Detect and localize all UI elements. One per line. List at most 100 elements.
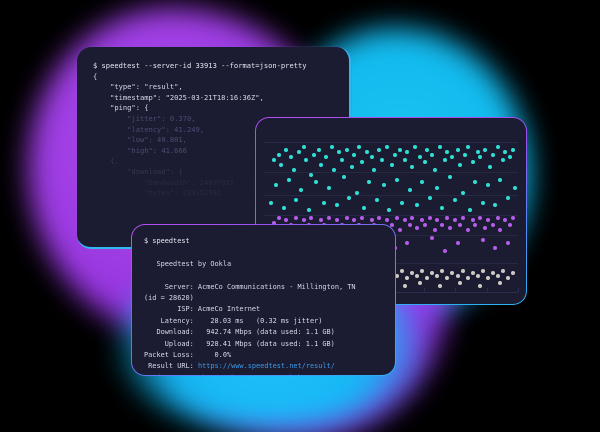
chart-dot-download-58 bbox=[508, 155, 513, 160]
chart-dot-download-97 bbox=[505, 195, 510, 200]
chart-dot-download-10 bbox=[311, 152, 316, 157]
chart-dot-ping-16 bbox=[475, 273, 480, 278]
chart-dot-upload-7 bbox=[301, 218, 306, 223]
chart-dot-ping-11 bbox=[450, 271, 455, 276]
chart-dot-ping-23 bbox=[510, 271, 515, 276]
chart-dot-upload-0 bbox=[271, 220, 276, 225]
chart-dot-ping-0 bbox=[395, 273, 400, 278]
chart-dot-upload-71 bbox=[442, 248, 447, 253]
chart-dot-download-75 bbox=[473, 180, 478, 185]
chart-dot-download-36 bbox=[417, 155, 422, 160]
chart-dot-upload-43 bbox=[453, 218, 457, 223]
chart-dot-upload-9 bbox=[309, 215, 314, 220]
chart-dot-upload-27 bbox=[384, 218, 389, 223]
chart-x-tick-7 bbox=[486, 288, 488, 293]
chart-dot-upload-49 bbox=[478, 215, 483, 220]
chart-dot-download-48 bbox=[465, 145, 470, 150]
json-line-8: "high": 41.666 bbox=[93, 145, 187, 155]
chart-dot-download-30 bbox=[392, 152, 397, 157]
chart-dot-download-13 bbox=[324, 155, 329, 160]
chart-dot-download-4 bbox=[289, 155, 294, 160]
chart-dot-ping-15 bbox=[470, 271, 475, 276]
chart-dot-download-28 bbox=[384, 145, 389, 150]
json-line-5: "jitter": 0.370, bbox=[93, 113, 196, 123]
chart-dot-download-57 bbox=[503, 150, 508, 155]
chart-dot-upload-17 bbox=[344, 215, 349, 220]
json-line-2: "type": "result", bbox=[93, 82, 183, 92]
chart-dot-upload-72 bbox=[493, 246, 498, 251]
chart-dot-download-15 bbox=[332, 167, 337, 172]
chart-dot-ping-6 bbox=[425, 276, 430, 281]
chart-dot-download-73 bbox=[447, 175, 452, 180]
chart-dot-ping-17 bbox=[480, 268, 485, 273]
chart-dot-download-85 bbox=[347, 195, 352, 200]
chart-dot-download-25 bbox=[372, 167, 377, 172]
chart-dot-download-5 bbox=[291, 167, 296, 172]
chart-dot-upload-51 bbox=[485, 218, 490, 223]
chart-dot-upload-5 bbox=[294, 215, 299, 220]
chart-dot-upload-15 bbox=[334, 218, 339, 223]
chart-dot-download-38 bbox=[425, 147, 430, 152]
chart-dot-ping-1 bbox=[400, 268, 405, 273]
result-line-4: Server: AcmeCo Communications - Millingt… bbox=[144, 282, 356, 291]
chart-dot-download-74 bbox=[460, 190, 465, 195]
chart-dot-download-77 bbox=[498, 177, 503, 182]
chart-dot-upload-42 bbox=[447, 225, 452, 230]
chart-dot-download-54 bbox=[490, 152, 495, 157]
result-line-0: $ speedtest bbox=[144, 237, 190, 245]
chart-dot-download-62 bbox=[299, 188, 304, 193]
chart-dot-download-31 bbox=[397, 147, 402, 152]
result-url-link-part2[interactable]: c/2d74ee56-a79b-4469-ba21-0cecc92c8bcb bbox=[144, 373, 383, 375]
chart-x-tick-8 bbox=[518, 288, 519, 293]
chart-dot-download-86 bbox=[362, 205, 367, 210]
result-line-2: Speedtest by Ookla bbox=[144, 259, 232, 268]
speedtest-result-card: $ speedtest Speedtest by Ookla Server: A… bbox=[131, 224, 396, 376]
chart-dot-download-50 bbox=[475, 150, 480, 155]
result-url-link-part1[interactable]: https://www.speedtest.net/result/ bbox=[197, 362, 335, 371]
chart-dot-download-43 bbox=[445, 150, 450, 155]
json-line-4: "ping": { bbox=[93, 103, 149, 113]
result-line-7: Latency: 28.03 ms (0.32 ms jitter) bbox=[144, 316, 323, 325]
chart-dot-download-69 bbox=[395, 177, 400, 182]
chart-dot-download-96 bbox=[493, 203, 498, 208]
chart-dot-download-0 bbox=[271, 157, 276, 162]
chart-dot-upload-30 bbox=[397, 228, 402, 233]
chart-dot-upload-34 bbox=[415, 225, 420, 230]
chart-dot-upload-56 bbox=[508, 223, 513, 228]
chart-dot-upload-55 bbox=[503, 218, 508, 223]
chart-dot-upload-64 bbox=[430, 235, 435, 240]
chart-dot-download-72 bbox=[435, 185, 440, 190]
chart-dot-download-66 bbox=[354, 190, 359, 195]
chart-gridline-2 bbox=[264, 195, 518, 197]
json-line-0: $ speedtest --server-id 33913 --format=j… bbox=[93, 61, 307, 70]
chart-dot-download-27 bbox=[379, 157, 384, 162]
chart-dot-upload-31 bbox=[402, 218, 407, 223]
chart-dot-download-90 bbox=[415, 203, 420, 208]
chart-dot-ping-26 bbox=[437, 283, 442, 288]
chart-dot-download-47 bbox=[463, 152, 468, 157]
chart-dot-download-32 bbox=[402, 157, 407, 162]
chart-dot-upload-33 bbox=[410, 215, 415, 220]
chart-dot-download-82 bbox=[306, 208, 311, 213]
chart-dot-download-18 bbox=[344, 147, 349, 152]
chart-dot-download-52 bbox=[483, 147, 488, 152]
chart-dot-upload-66 bbox=[480, 238, 485, 243]
json-line-10: "download": { bbox=[93, 166, 183, 176]
chart-dot-upload-32 bbox=[407, 223, 412, 228]
chart-dot-download-87 bbox=[374, 198, 379, 203]
chart-dot-download-1 bbox=[276, 152, 281, 157]
chart-dot-download-89 bbox=[400, 200, 405, 205]
chart-dot-download-71 bbox=[420, 180, 425, 185]
chart-dot-ping-4 bbox=[415, 273, 420, 278]
chart-dot-upload-63 bbox=[405, 241, 410, 245]
chart-dot-upload-11 bbox=[319, 218, 324, 223]
chart-dot-ping-3 bbox=[410, 271, 415, 276]
chart-dot-download-46 bbox=[458, 162, 463, 167]
chart-dot-upload-39 bbox=[435, 218, 440, 223]
chart-dot-ping-8 bbox=[435, 273, 440, 278]
chart-dot-upload-52 bbox=[490, 223, 495, 228]
chart-dot-ping-19 bbox=[490, 271, 495, 276]
chart-dot-download-17 bbox=[339, 157, 344, 162]
chart-dot-download-35 bbox=[412, 145, 417, 150]
